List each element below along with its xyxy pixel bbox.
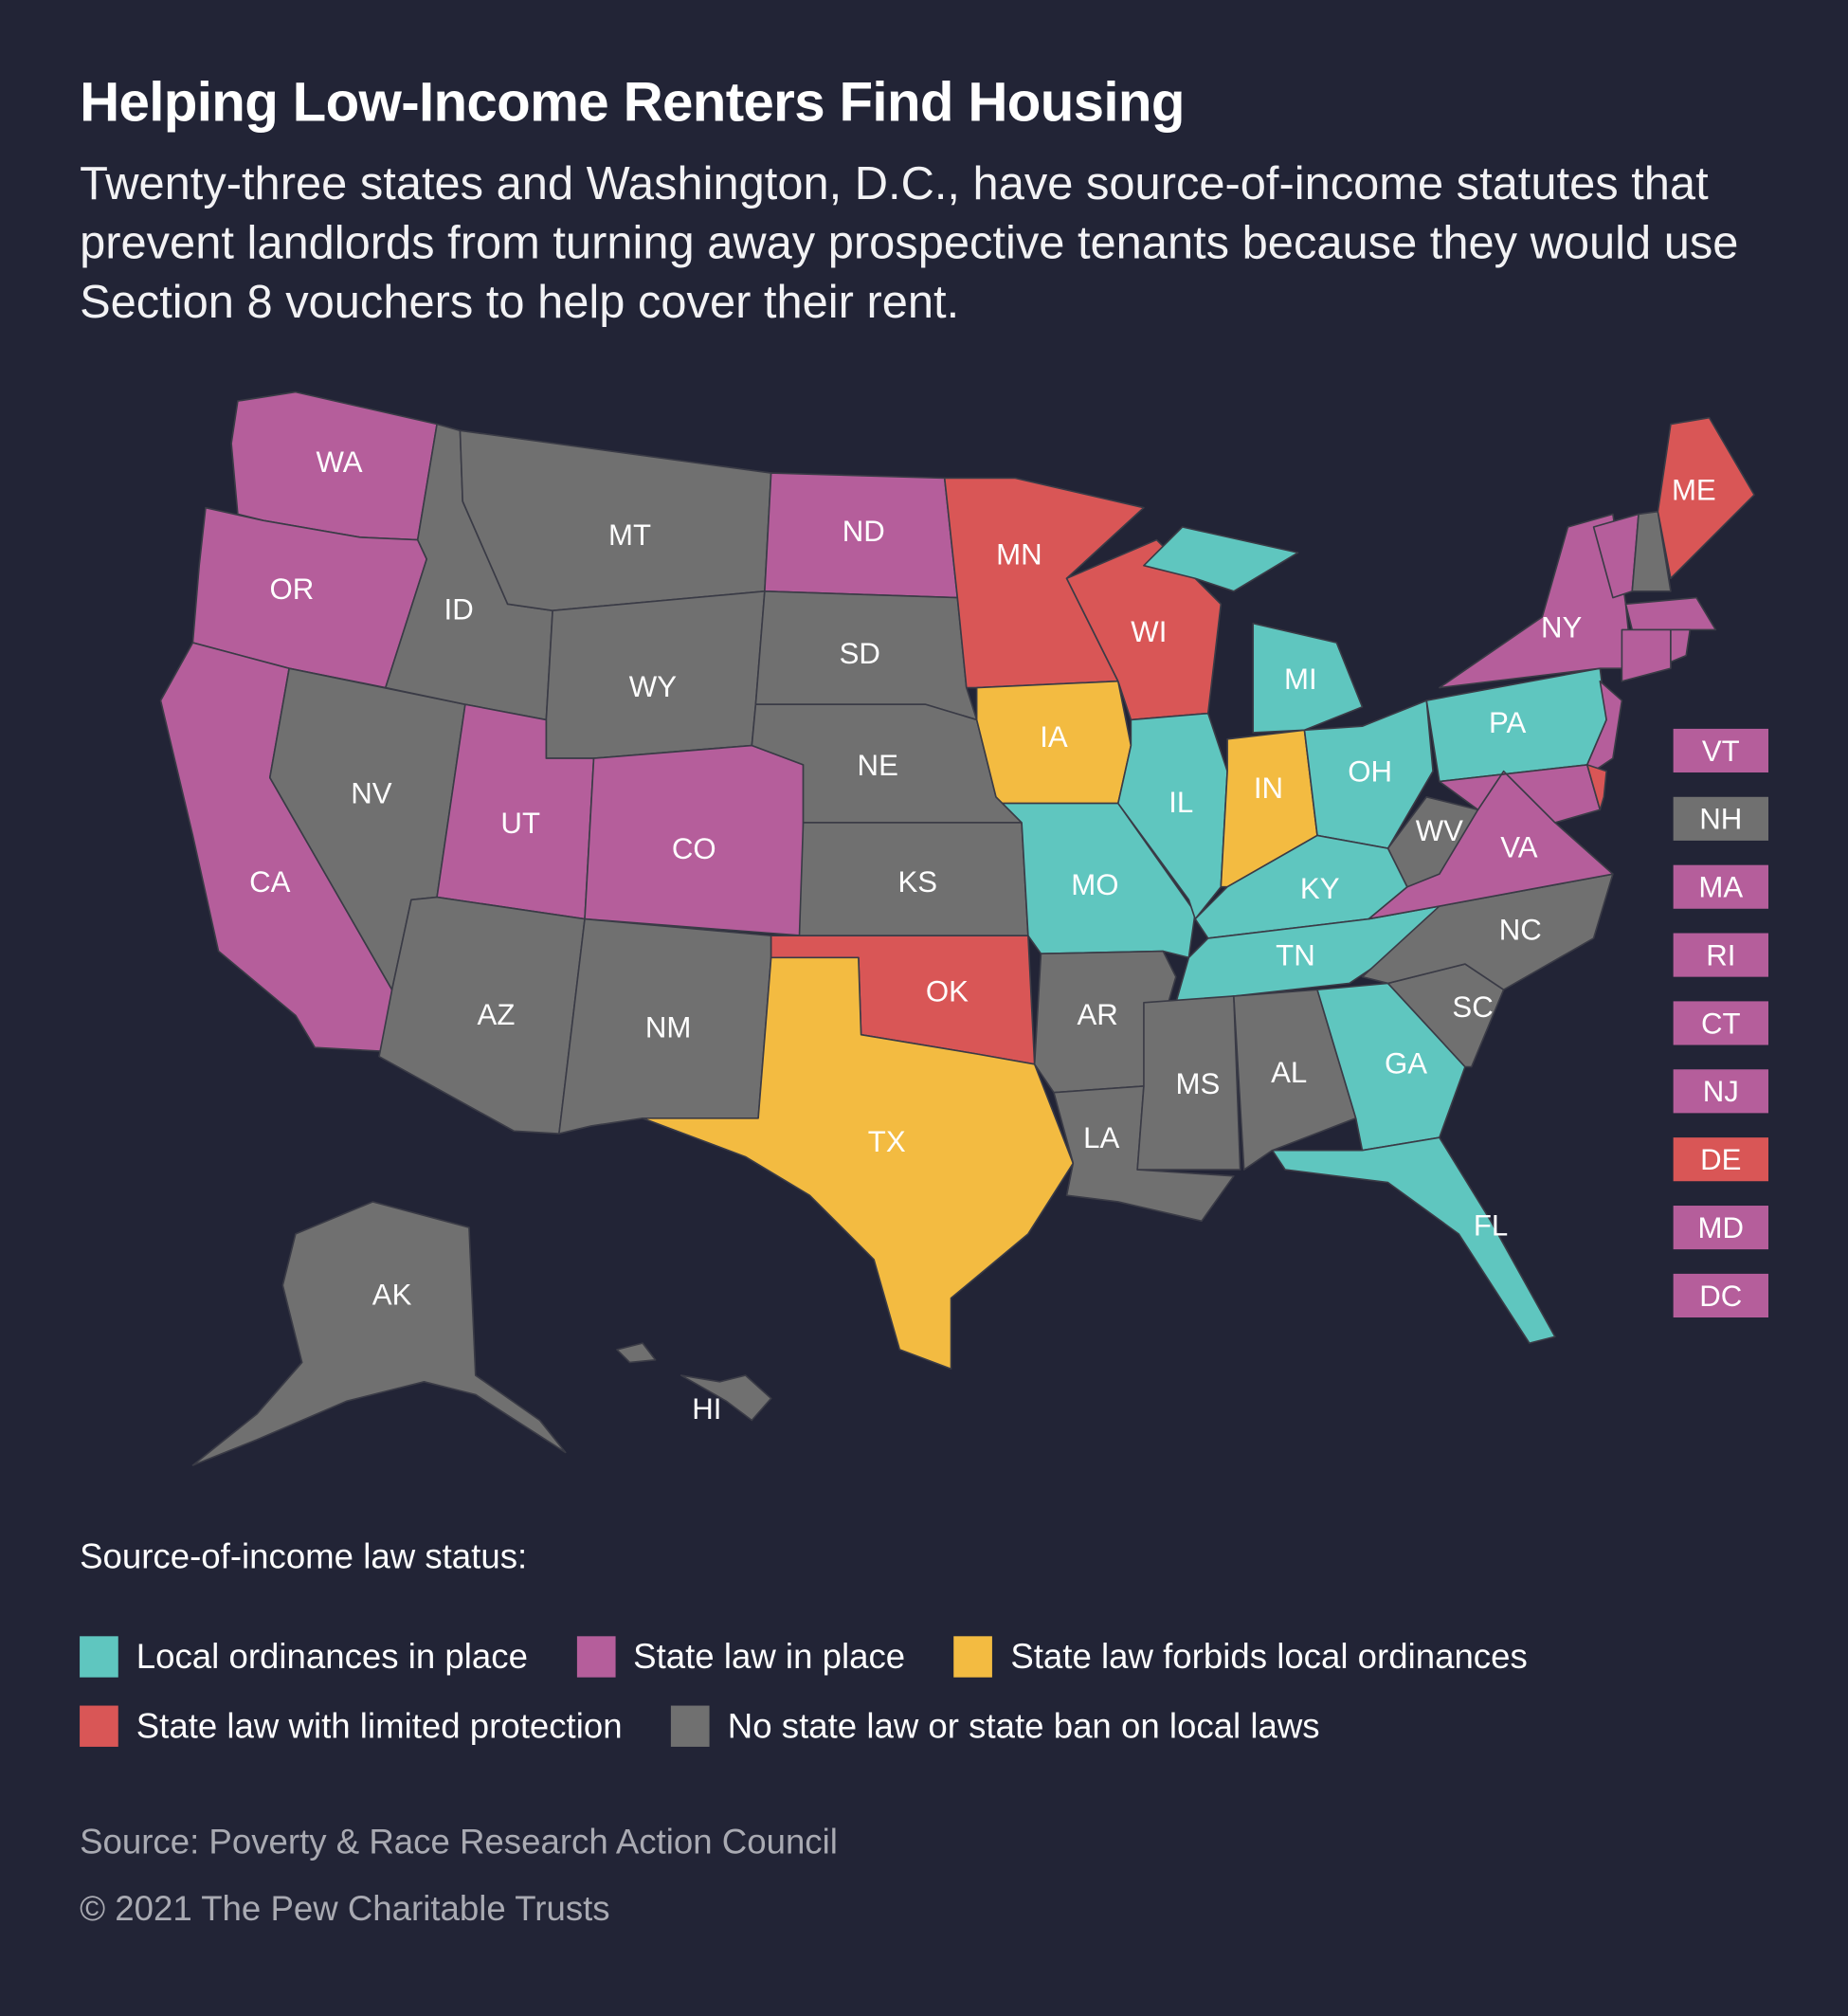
state-ME[interactable] xyxy=(1657,416,1755,580)
label-MT: MT xyxy=(608,518,651,552)
label-NC: NC xyxy=(1499,913,1542,946)
box-MA[interactable]: MA xyxy=(1673,864,1768,909)
label-TN: TN xyxy=(1276,939,1315,972)
small-state-boxes: VT NH MA RI CT NJ DE MD DC xyxy=(1673,728,1768,1342)
legend-item-limited: State law with limited protection xyxy=(80,1705,623,1747)
label-MI: MI xyxy=(1284,663,1317,696)
state-AL[interactable] xyxy=(1233,989,1357,1171)
label-MS: MS xyxy=(1175,1067,1220,1100)
label-KS: KS xyxy=(897,865,937,899)
label-TX: TX xyxy=(868,1125,906,1158)
box-CT[interactable]: CT xyxy=(1673,1001,1768,1045)
state-DE[interactable] xyxy=(1585,764,1607,811)
state-MI-upper[interactable] xyxy=(1143,526,1299,592)
label-SD: SD xyxy=(840,637,880,670)
label-ID: ID xyxy=(444,593,474,627)
box-NH[interactable]: NH xyxy=(1673,796,1768,841)
label-WA: WA xyxy=(316,445,362,479)
box-MD[interactable]: MD xyxy=(1673,1206,1768,1250)
state-RI[interactable] xyxy=(1670,628,1692,663)
legend-item-state: State law in place xyxy=(576,1636,906,1678)
legend: Local ordinances in place State law in p… xyxy=(80,1636,1750,1774)
legend-swatch xyxy=(80,1705,118,1747)
legend-label: State law with limited protection xyxy=(136,1706,623,1745)
state-CT[interactable] xyxy=(1621,628,1672,682)
state-MA[interactable] xyxy=(1624,596,1717,631)
label-MN: MN xyxy=(996,537,1042,571)
label-AK: AK xyxy=(372,1279,412,1312)
state-HI[interactable] xyxy=(616,1342,657,1364)
state-MI[interactable] xyxy=(1252,622,1364,734)
label-AZ: AZ xyxy=(478,998,516,1031)
state-FL[interactable] xyxy=(1271,1136,1556,1344)
label-IN: IN xyxy=(1254,772,1283,805)
legend-title: Source-of-income law status: xyxy=(80,1536,528,1576)
state-MS[interactable] xyxy=(1136,995,1241,1171)
legend-item-none: No state law or state ban on local laws xyxy=(671,1705,1320,1747)
label-NY: NY xyxy=(1541,611,1583,645)
box-VT[interactable]: VT xyxy=(1673,728,1768,773)
label-NV: NV xyxy=(351,777,392,810)
source-note: Source: Poverty & Race Research Action C… xyxy=(80,1822,838,1862)
label-OH: OH xyxy=(1348,755,1392,789)
state-AK[interactable] xyxy=(191,1201,567,1466)
label-FL: FL xyxy=(1474,1208,1508,1242)
box-RI[interactable]: RI xyxy=(1673,933,1768,977)
label-ME: ME xyxy=(1672,474,1716,507)
label-IA: IA xyxy=(1040,720,1068,754)
label-WV: WV xyxy=(1416,814,1463,847)
legend-swatch xyxy=(576,1636,616,1678)
label-VA: VA xyxy=(1500,831,1537,864)
copyright: © 2021 The Pew Charitable Trusts xyxy=(80,1889,610,1929)
state-TX[interactable] xyxy=(642,956,1075,1371)
label-NM: NM xyxy=(645,1010,692,1044)
label-IL: IL xyxy=(1169,786,1193,819)
legend-swatch xyxy=(671,1705,710,1747)
box-DE[interactable]: DE xyxy=(1673,1137,1768,1182)
label-WI: WI xyxy=(1131,615,1167,648)
label-CO: CO xyxy=(672,832,716,865)
label-SC: SC xyxy=(1452,990,1493,1024)
label-ND: ND xyxy=(842,515,885,548)
label-WY: WY xyxy=(629,670,677,703)
legend-item-local: Local ordinances in place xyxy=(80,1636,528,1678)
legend-swatch xyxy=(953,1636,993,1678)
label-LA: LA xyxy=(1083,1121,1119,1154)
state-HI-island[interactable] xyxy=(679,1374,772,1422)
label-KY: KY xyxy=(1300,872,1340,905)
legend-label: Local ordinances in place xyxy=(136,1636,528,1676)
page-title: Helping Low-Income Renters Find Housing xyxy=(80,71,1185,135)
label-UT: UT xyxy=(500,807,540,840)
label-AR: AR xyxy=(1077,998,1117,1031)
label-MO: MO xyxy=(1071,868,1118,901)
legend-label: No state law or state ban on local laws xyxy=(727,1706,1320,1745)
label-OR: OR xyxy=(269,572,314,606)
label-HI: HI xyxy=(692,1392,721,1426)
label-PA: PA xyxy=(1489,706,1526,739)
legend-label: State law forbids local ordinances xyxy=(1010,1636,1528,1676)
label-GA: GA xyxy=(1385,1046,1427,1080)
legend-label: State law in place xyxy=(633,1636,906,1676)
label-OK: OK xyxy=(926,974,969,1008)
box-NJ[interactable]: NJ xyxy=(1673,1069,1768,1114)
state-WV[interactable] xyxy=(1386,795,1479,888)
legend-item-forbids: State law forbids local ordinances xyxy=(953,1636,1528,1678)
label-CA: CA xyxy=(249,865,291,899)
label-NE: NE xyxy=(858,749,898,782)
box-DC[interactable]: DC xyxy=(1673,1273,1768,1318)
label-AL: AL xyxy=(1271,1056,1307,1089)
legend-swatch xyxy=(80,1636,118,1678)
subtitle: Twenty-three states and Washington, D.C.… xyxy=(80,156,1739,328)
